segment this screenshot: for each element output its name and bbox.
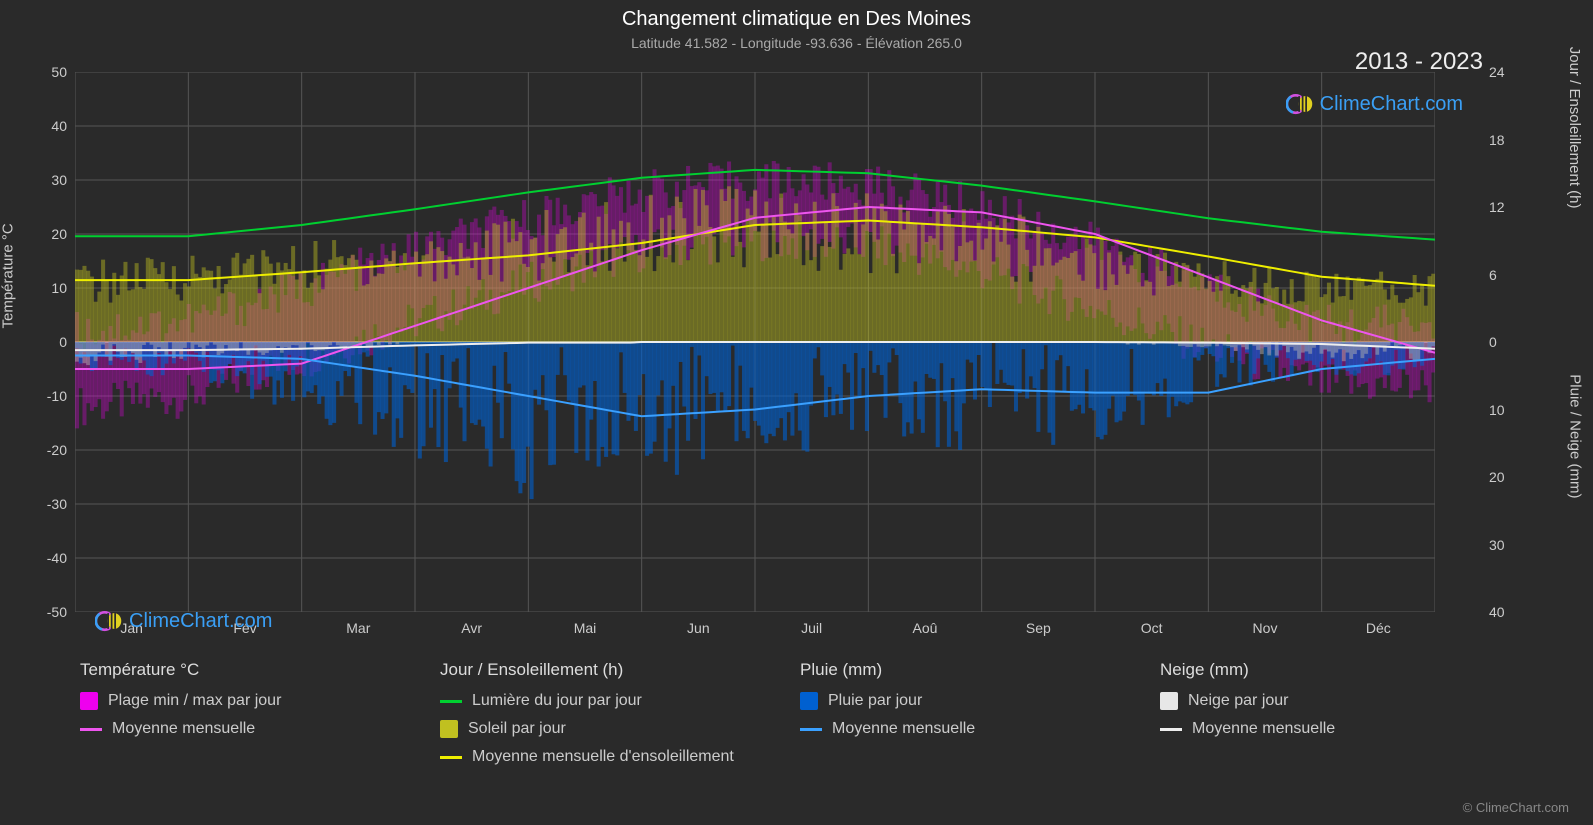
legend-item: Neige par jour (1160, 692, 1520, 710)
y-tick-right: 6 (1489, 267, 1497, 283)
legend-column: Température °C Plage min / max par jour Mo… (80, 660, 440, 776)
x-tick: Nov (1253, 620, 1278, 636)
legend-column: Neige (mm) Neige par jour Moyenne mensuell… (1160, 660, 1520, 776)
y-tick-right: 10 (1489, 402, 1505, 418)
y-tick-left: 20 (51, 226, 67, 242)
legend-item: Moyenne mensuelle (1160, 720, 1520, 738)
y-tick-left: -10 (47, 388, 67, 404)
copyright: © ClimeChart.com (1463, 800, 1569, 815)
legend-swatch (800, 692, 818, 710)
legend-label: Moyenne mensuelle (112, 720, 255, 738)
legend-item: Plage min / max par jour (80, 692, 440, 710)
y-tick-left: 30 (51, 172, 67, 188)
y-tick-left: -20 (47, 442, 67, 458)
y-tick-right: 12 (1489, 199, 1505, 215)
y-tick-left: 0 (59, 334, 67, 350)
legend-swatch (1160, 692, 1178, 710)
legend-item: Soleil par jour (440, 720, 800, 738)
watermark-text: ClimeChart.com (1320, 93, 1463, 116)
legend-item: Moyenne mensuelle (80, 720, 440, 738)
chart-title: Changement climatique en Des Moines (0, 0, 1593, 31)
x-tick: Déc (1366, 620, 1391, 636)
y-tick-left: 50 (51, 64, 67, 80)
legend-item: Moyenne mensuelle d'ensoleillement (440, 748, 800, 766)
x-tick: Jun (687, 620, 710, 636)
watermark-text: ClimeChart.com (129, 610, 272, 633)
y-tick-left: 40 (51, 118, 67, 134)
x-tick: Sep (1026, 620, 1051, 636)
x-tick: Avr (461, 620, 482, 636)
legend-item: Moyenne mensuelle (800, 720, 1160, 738)
legend-swatch (440, 756, 462, 759)
y-tick-right: 18 (1489, 132, 1505, 148)
x-tick: Aoû (913, 620, 938, 636)
legend-label: Plage min / max par jour (108, 692, 281, 710)
legend-label: Moyenne mensuelle d'ensoleillement (472, 748, 734, 766)
legend-swatch (80, 728, 102, 731)
y-tick-right: 0 (1489, 334, 1497, 350)
y-tick-right: 24 (1489, 64, 1505, 80)
legend-swatch (80, 692, 98, 710)
y-axis-right-top-label: Jour / Ensoleillement (h) (1567, 47, 1584, 209)
legend-header: Jour / Ensoleillement (h) (440, 660, 800, 680)
y-axis-right-bottom-label: Pluie / Neige (mm) (1567, 374, 1584, 498)
legend-column: Pluie (mm) Pluie par jour Moyenne mensuell… (800, 660, 1160, 776)
watermark-bottom: ClimeChart.com (95, 607, 272, 635)
y-axis-right: 0612182410203040 (1485, 72, 1525, 612)
y-tick-right: 20 (1489, 469, 1505, 485)
legend-label: Neige par jour (1188, 692, 1289, 710)
y-tick-right: 30 (1489, 537, 1505, 553)
plot-svg (75, 72, 1435, 612)
legend-header: Pluie (mm) (800, 660, 1160, 680)
logo-icon (1286, 90, 1314, 118)
x-tick: Juil (801, 620, 822, 636)
y-tick-right: 40 (1489, 604, 1505, 620)
y-tick-left: -40 (47, 550, 67, 566)
y-tick-left: -50 (47, 604, 67, 620)
logo-icon (95, 607, 123, 635)
watermark-top: ClimeChart.com (1286, 90, 1463, 118)
legend-label: Moyenne mensuelle (1192, 720, 1335, 738)
y-axis-left: -50-40-30-20-1001020304050 (0, 72, 75, 612)
y-tick-left: 10 (51, 280, 67, 296)
legend-item: Lumière du jour par jour (440, 692, 800, 710)
legend-header: Température °C (80, 660, 440, 680)
legend-label: Moyenne mensuelle (832, 720, 975, 738)
x-tick: Mai (574, 620, 597, 636)
legend-swatch (1160, 728, 1182, 731)
x-axis: JanFévMarAvrMaiJunJuilAoûSepOctNovDéc (75, 620, 1435, 650)
legend-header: Neige (mm) (1160, 660, 1520, 680)
plot-area (75, 72, 1435, 612)
legend-swatch (440, 720, 458, 738)
climate-chart: Changement climatique en Des Moines Lati… (0, 0, 1593, 825)
legend: Température °C Plage min / max par jour Mo… (80, 660, 1520, 776)
legend-swatch (440, 700, 462, 703)
legend-label: Pluie par jour (828, 692, 922, 710)
x-tick: Oct (1141, 620, 1163, 636)
legend-label: Lumière du jour par jour (472, 692, 642, 710)
legend-swatch (800, 728, 822, 731)
x-tick: Mar (346, 620, 370, 636)
legend-item: Pluie par jour (800, 692, 1160, 710)
legend-column: Jour / Ensoleillement (h) Lumière du jour… (440, 660, 800, 776)
legend-label: Soleil par jour (468, 720, 566, 738)
y-tick-left: -30 (47, 496, 67, 512)
